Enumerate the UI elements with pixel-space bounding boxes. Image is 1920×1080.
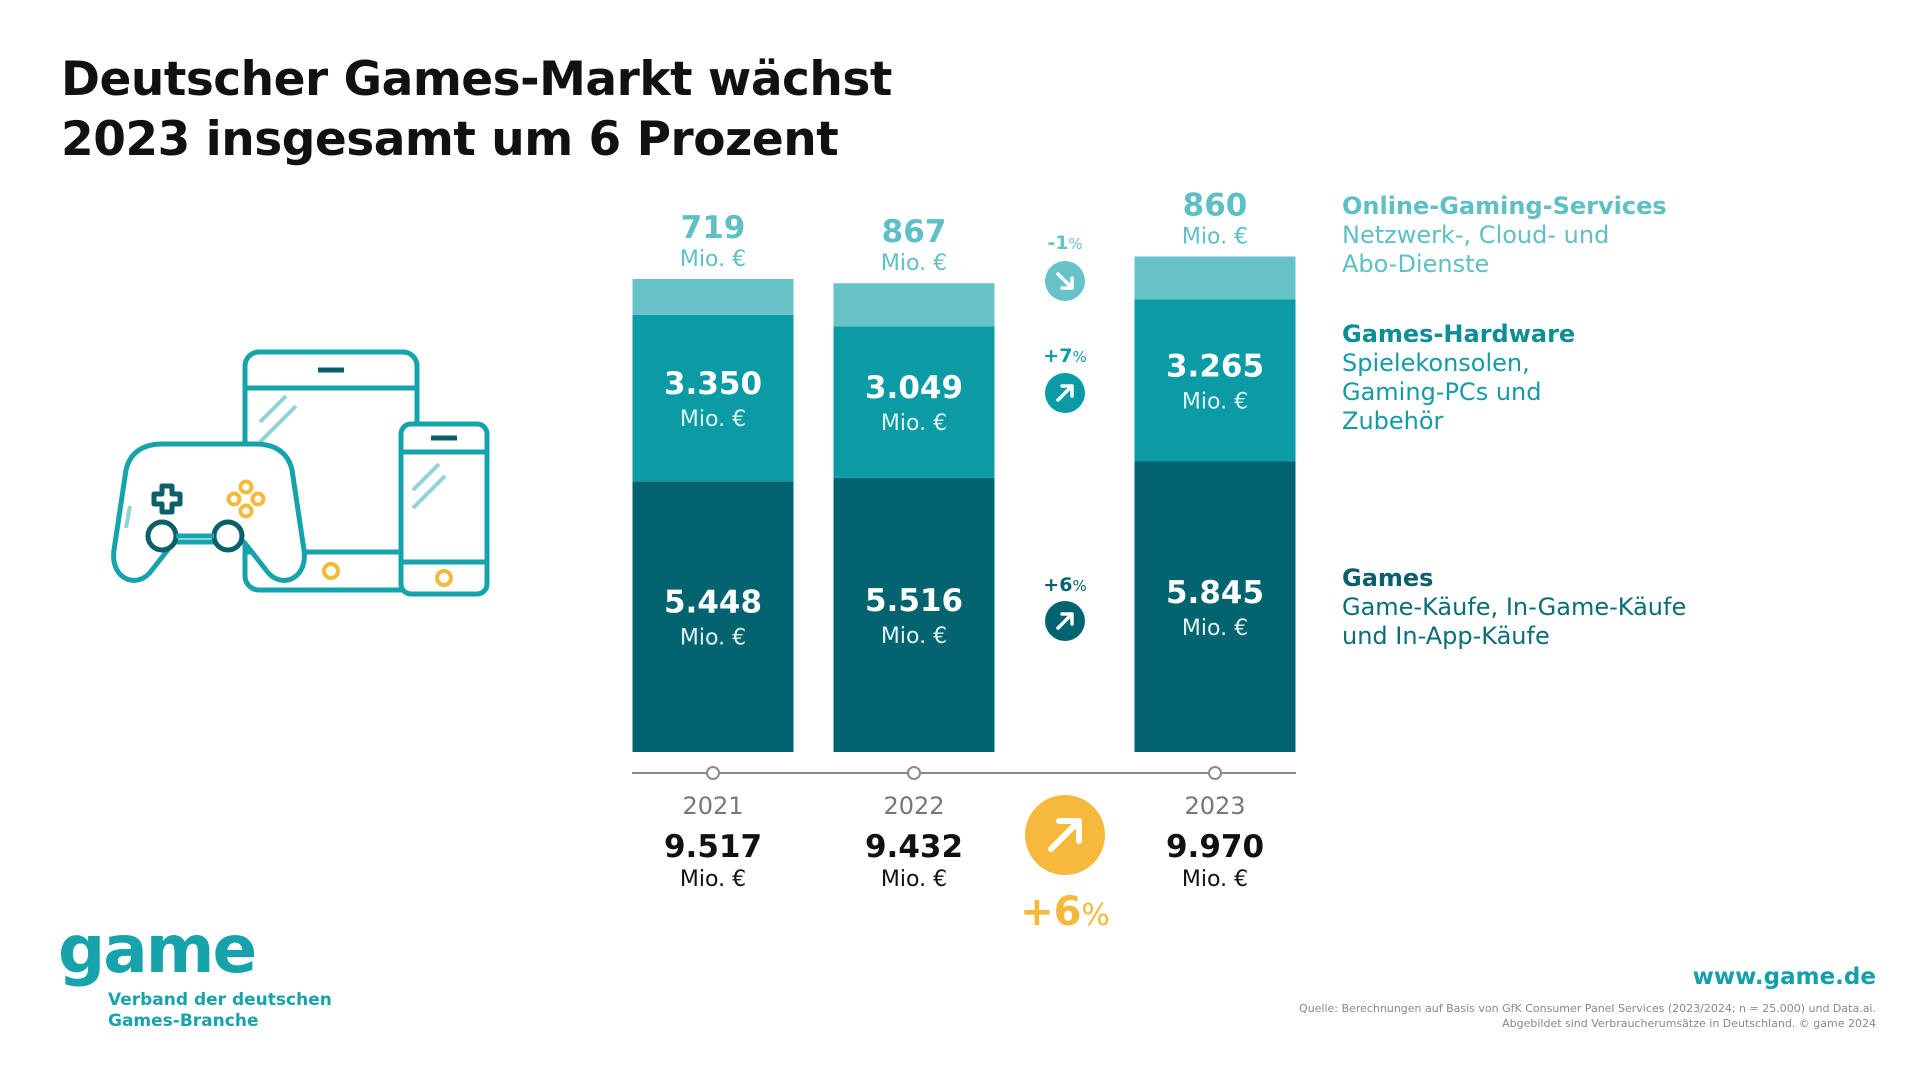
axis-marker-2022 — [907, 766, 921, 780]
legend-games-desc: Game-Käufe, In-Game-Käufe und In-App-Käu… — [1342, 593, 1687, 650]
game-logo: game — [58, 911, 257, 988]
source-line-1: Quelle: Berechnungen auf Basis von GfK C… — [1299, 1002, 1876, 1015]
legend-games-hardware: Games-Hardware Spielekonsolen, Gaming-PC… — [1342, 320, 1575, 436]
data-unit-0-2022: Mio. € — [881, 624, 947, 649]
data-label-games-2022: 5.516 — [865, 583, 963, 619]
chart-title-line-1: Deutscher Games-Markt wächst — [61, 52, 892, 107]
data-label-games-hardware-2023: 3.265 — [1166, 348, 1264, 384]
data-unit-1-2023: Mio. € — [1182, 389, 1248, 414]
gamepad-icon — [111, 441, 307, 583]
total-change-label: +6% — [1020, 889, 1110, 935]
change-label-2: +6% — [1043, 574, 1086, 596]
bar-games-2022 — [833, 477, 995, 752]
bar-games-hardware-2023 — [1134, 299, 1296, 462]
arrow-down-right-icon-0 — [1056, 272, 1074, 290]
data-label-online-gaming-services-2021: 719 — [681, 210, 746, 246]
total-label-2022: 9.432 — [865, 829, 963, 865]
logo-subtitle: Verband der deutschen Games-Branche — [108, 990, 332, 1032]
total-unit-2022: Mio. € — [881, 867, 947, 892]
legend-hardware-title: Games-Hardware — [1342, 320, 1576, 348]
bar-games-2023 — [1134, 461, 1296, 752]
bar-games-hardware-2022 — [833, 326, 995, 478]
arrow-up-right-icon-2 — [1056, 612, 1074, 630]
bar-online-gaming-services-2022 — [833, 283, 995, 327]
data-unit-online-2021: Mio. € — [680, 247, 746, 272]
devices-illustration — [111, 349, 490, 597]
legend-online-title: Online-Gaming-Services — [1342, 192, 1667, 220]
data-unit-online-2022: Mio. € — [881, 251, 947, 276]
legend-games-title: Games — [1342, 564, 1434, 592]
data-label-games-2023: 5.845 — [1166, 575, 1264, 611]
data-unit-0-2023: Mio. € — [1182, 616, 1248, 641]
total-change-arrow-icon — [1048, 818, 1082, 852]
change-label-0: -1% — [1047, 232, 1082, 254]
bar-online-gaming-services-2023 — [1134, 256, 1296, 300]
data-label-games-2021: 5.448 — [664, 585, 762, 621]
change-label-1: +7% — [1043, 345, 1086, 367]
legend-hardware-desc: Spielekonsolen, Gaming-PCs und Zubehör — [1342, 349, 1542, 435]
source-note: Quelle: Berechnungen auf Basis von GfK C… — [1299, 1001, 1876, 1031]
chart-title-line-2: 2023 insgesamt um 6 Prozent — [61, 112, 839, 167]
total-unit-2023: Mio. € — [1182, 867, 1248, 892]
arrow-up-right-icon-1 — [1056, 384, 1074, 402]
legend-online-desc: Netzwerk-, Cloud- und Abo-Dienste — [1342, 221, 1610, 278]
bar-online-gaming-services-2021 — [632, 279, 794, 315]
total-label-2021: 9.517 — [664, 829, 762, 865]
chart-title: Deutscher Games-Markt wächst 2023 insges… — [61, 50, 892, 170]
tick-label-2021: 2021 — [682, 792, 743, 820]
data-unit-0-2021: Mio. € — [680, 626, 746, 651]
data-label-online-gaming-services-2023: 860 — [1183, 187, 1248, 223]
tick-label-2023: 2023 — [1184, 792, 1245, 820]
source-line-2: Abgebildet sind Verbraucherumsätze in De… — [1502, 1017, 1876, 1030]
data-label-online-gaming-services-2022: 867 — [882, 214, 947, 250]
axis-marker-2021 — [706, 766, 720, 780]
data-label-games-hardware-2021: 3.350 — [664, 366, 762, 402]
smartphone-icon — [398, 421, 490, 597]
data-unit-1-2021: Mio. € — [680, 407, 746, 432]
data-unit-1-2022: Mio. € — [881, 411, 947, 436]
axis-marker-2023 — [1208, 766, 1222, 780]
total-label-2023: 9.970 — [1166, 829, 1264, 865]
legend-online-gaming-services: Online-Gaming-Services Netzwerk-, Cloud-… — [1342, 192, 1667, 279]
logo-subtitle-line-1: Verband der deutschen — [108, 990, 332, 1010]
data-label-games-hardware-2022: 3.049 — [865, 370, 963, 406]
tick-label-2022: 2022 — [883, 792, 944, 820]
legend-games: Games Game-Käufe, In-Game-Käufe und In-A… — [1342, 564, 1686, 651]
website-link[interactable]: www.game.de — [1692, 964, 1876, 990]
logo-subtitle-line-2: Games-Branche — [108, 1011, 259, 1031]
data-unit-online-2023: Mio. € — [1182, 224, 1248, 249]
bar-games-2021 — [632, 481, 794, 752]
total-unit-2021: Mio. € — [680, 867, 746, 892]
bar-games-hardware-2021 — [632, 314, 794, 482]
